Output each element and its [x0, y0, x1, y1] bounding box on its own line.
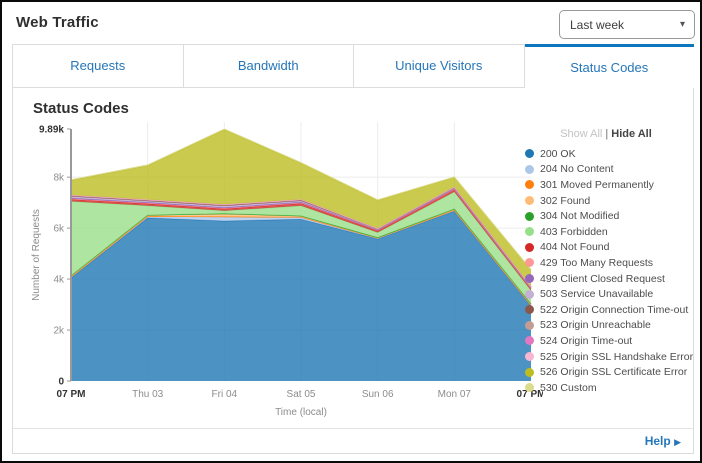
series-color-dot: [525, 320, 534, 330]
time-range-value: Last week: [570, 18, 625, 32]
svg-text:2k: 2k: [53, 326, 65, 337]
legend-item[interactable]: 522 Origin Connection Time-out: [525, 302, 689, 318]
panel-header: Web Traffic Last week ▾: [2, 2, 700, 44]
help-link[interactable]: Help ▶: [645, 434, 681, 448]
legend-item-label: 301 Moved Permanently: [540, 178, 654, 191]
legend-item-label: 403 Forbidden: [540, 225, 608, 238]
series-color-dot: [525, 149, 534, 159]
caret-right-icon: ▶: [674, 437, 681, 447]
legend-item[interactable]: 503 Service Unavailable: [525, 286, 687, 302]
svg-text:Time (local): Time (local): [275, 407, 327, 418]
legend-item[interactable]: 526 Origin SSL Certificate Error: [525, 364, 687, 380]
legend-item-label: 522 Origin Connection Time-out: [540, 303, 689, 316]
legend-item[interactable]: 403 Forbidden: [525, 224, 687, 240]
time-range-select[interactable]: Last week ▾: [559, 10, 695, 39]
tab-unique-visitors[interactable]: Unique Visitors: [354, 44, 525, 88]
legend-item-label: 429 Too Many Requests: [540, 256, 654, 269]
series-color-dot: [525, 164, 534, 174]
legend-item[interactable]: 200 OK: [525, 146, 687, 162]
series-color-dot: [525, 289, 534, 299]
legend-item-label: 523 Origin Unreachable: [540, 319, 651, 332]
svg-text:Mon 07: Mon 07: [438, 389, 472, 400]
tab-status-codes[interactable]: Status Codes: [524, 44, 694, 88]
svg-text:Fri 04: Fri 04: [212, 389, 238, 400]
area-series[interactable]: [71, 211, 531, 381]
chart-title: Status Codes: [33, 100, 129, 117]
legend-separator: |: [605, 128, 609, 140]
legend-item-label: 499 Client Closed Request: [540, 272, 665, 285]
area-series[interactable]: [71, 129, 531, 287]
svg-text:Number of Requests: Number of Requests: [31, 209, 42, 301]
legend-item[interactable]: 530 Custom: [525, 380, 687, 396]
hide-all-link[interactable]: Hide All: [611, 128, 652, 140]
legend-item[interactable]: 523 Origin Unreachable: [525, 318, 687, 334]
chevron-down-icon: ▾: [679, 19, 685, 30]
legend-item[interactable]: 429 Too Many Requests: [525, 255, 687, 271]
legend-list: 200 OK 204 No Content 301 Moved Permanentl…: [525, 146, 693, 396]
series-color-dot: [525, 352, 534, 362]
legend-item-label: 525 Origin SSL Handshake Error: [540, 350, 694, 363]
show-all-link[interactable]: Show All: [560, 128, 603, 140]
legend-item[interactable]: 525 Origin SSL Handshake Error: [525, 349, 693, 365]
legend-item-label: 302 Found: [540, 194, 591, 207]
svg-text:4k: 4k: [53, 275, 65, 286]
series-color-dot: [525, 242, 534, 252]
legend-item-label: 200 OK: [540, 147, 576, 160]
svg-text:0: 0: [58, 377, 64, 388]
legend-item-label: 503 Service Unavailable: [540, 288, 654, 301]
legend-item[interactable]: 204 No Content: [525, 162, 687, 178]
series-color-dot: [525, 196, 534, 206]
tab-requests[interactable]: Requests: [12, 44, 184, 88]
area-series[interactable]: [71, 191, 531, 304]
svg-text:Sat 05: Sat 05: [287, 389, 316, 400]
legend-item[interactable]: 304 Not Modified: [525, 208, 687, 224]
svg-text:Thu 03: Thu 03: [132, 389, 164, 400]
series-color-dot: [525, 383, 534, 393]
series-color-dot: [525, 211, 534, 221]
legend-item-label: 204 No Content: [540, 163, 614, 176]
series-color-dot: [525, 274, 534, 284]
legend-item[interactable]: 524 Origin Time-out: [525, 333, 687, 349]
series-color-dot: [525, 180, 534, 190]
help-label: Help: [644, 434, 671, 448]
legend-item[interactable]: 499 Client Closed Request: [525, 271, 687, 287]
legend-item-label: 526 Origin SSL Certificate Error: [540, 366, 688, 379]
legend-item[interactable]: 302 Found: [525, 193, 687, 209]
legend-item[interactable]: 301 Moved Permanently: [525, 177, 687, 193]
legend: Show All | Hide All 200 OK 204 No Content 30…: [525, 128, 693, 396]
content-card: Status Codes 0 2k 4k 6k 8k 9.89k 07 PM Thu 03 Fr…: [12, 88, 694, 454]
series-color-dot: [525, 258, 534, 268]
series-color-dot: [525, 227, 534, 237]
legend-controls: Show All | Hide All: [525, 128, 687, 140]
series-color-dot: [525, 367, 534, 377]
svg-text:07 PM: 07 PM: [517, 389, 543, 400]
legend-item-label: 524 Origin Time-out: [540, 334, 633, 347]
svg-text:Sun 06: Sun 06: [362, 389, 394, 400]
series-color-dot: [525, 336, 534, 346]
legend-item-label: 404 Not Found: [540, 241, 610, 254]
status-codes-chart: 0 2k 4k 6k 8k 9.89k 07 PM Thu 03 Fri 04 Sat 05 Sun…: [31, 122, 543, 418]
svg-text:8k: 8k: [53, 173, 65, 184]
page-title: Web Traffic: [16, 14, 99, 31]
legend-item[interactable]: 404 Not Found: [525, 240, 687, 256]
legend-item-label: 304 Not Modified: [540, 210, 620, 223]
legend-item-label: 530 Custom: [540, 381, 597, 394]
tab-bandwidth[interactable]: Bandwidth: [183, 44, 354, 88]
tab-bar: Requests Bandwidth Unique Visitors Status C…: [12, 44, 694, 88]
series-color-dot: [525, 305, 534, 315]
svg-text:6k: 6k: [53, 224, 65, 235]
card-footer: Help ▶: [13, 428, 693, 453]
svg-text:07 PM: 07 PM: [57, 389, 86, 400]
svg-text:9.89k: 9.89k: [39, 125, 64, 136]
